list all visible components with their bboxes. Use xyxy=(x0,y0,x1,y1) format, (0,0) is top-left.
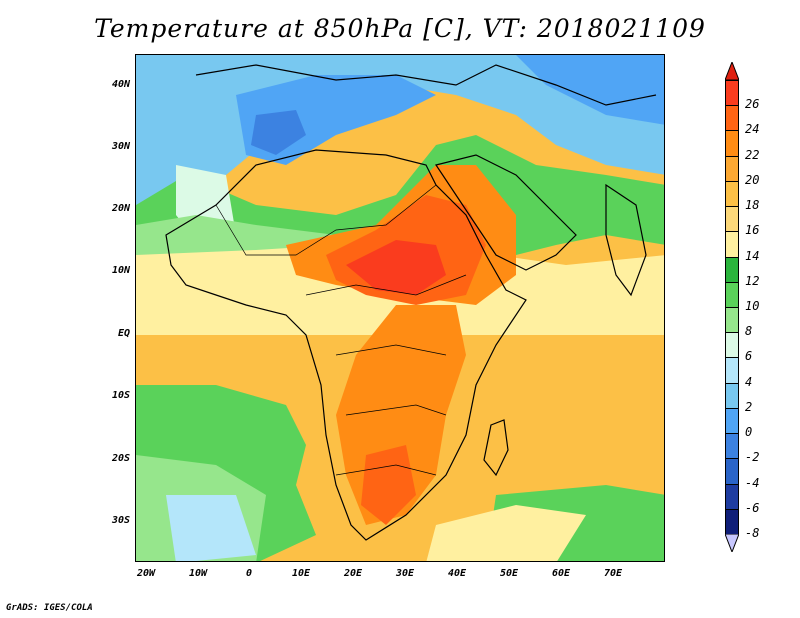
colorbar-label: 16 xyxy=(745,223,759,237)
colorbar-under-triangle xyxy=(725,534,739,552)
colorbar-label: 14 xyxy=(745,249,759,263)
colorbar-segment xyxy=(725,156,739,182)
colorbar-segment xyxy=(725,257,739,283)
colorbar-over-triangle xyxy=(725,62,739,80)
lon-label-50e: 50E xyxy=(489,568,529,579)
lat-label-30n: 30N xyxy=(96,141,130,152)
colorbar-label: -6 xyxy=(745,501,759,515)
lon-label-20w: 20W xyxy=(126,568,166,579)
colorbar-segment xyxy=(725,181,739,207)
colorbar-label: -4 xyxy=(745,476,759,490)
colorbar-segment xyxy=(725,206,739,232)
colorbar-segment xyxy=(725,509,739,535)
colorbar-label: 4 xyxy=(745,375,752,389)
colorbar-segment xyxy=(725,282,739,308)
colorbar-segment xyxy=(725,383,739,409)
colorbar-segment xyxy=(725,231,739,257)
map-field xyxy=(136,55,665,562)
lat-label-20n: 20N xyxy=(96,203,130,214)
colorbar-label: -2 xyxy=(745,450,759,464)
lon-label-30e: 30E xyxy=(385,568,425,579)
colorbar-segment xyxy=(725,105,739,131)
lon-label-20e: 20E xyxy=(333,568,373,579)
colorbar-label: 18 xyxy=(745,198,759,212)
lat-label-30s: 30S xyxy=(96,515,130,526)
colorbar-label: 2 xyxy=(745,400,752,414)
colorbar-label: 10 xyxy=(745,299,759,313)
grads-credit: GrADS: IGES/COLA xyxy=(6,603,93,613)
lon-label-40e: 40E xyxy=(437,568,477,579)
colorbar xyxy=(725,62,739,552)
colorbar-segment xyxy=(725,408,739,434)
colorbar-label: 24 xyxy=(745,122,759,136)
colorbar-label: 0 xyxy=(745,425,752,439)
colorbar-segment xyxy=(725,80,739,106)
lon-label-10w: 10W xyxy=(178,568,218,579)
colorbar-label: 22 xyxy=(745,148,759,162)
lat-label-40n: 40N xyxy=(96,79,130,90)
lat-label-10s: 10S xyxy=(96,390,130,401)
colorbar-segment xyxy=(725,458,739,484)
colorbar-segment xyxy=(725,433,739,459)
colorbar-label: 20 xyxy=(745,173,759,187)
lat-label-eq: EQ xyxy=(96,328,130,339)
lat-label-20s: 20S xyxy=(96,453,130,464)
temperature-map xyxy=(135,54,665,562)
colorbar-segment xyxy=(725,130,739,156)
lon-label-0: 0 xyxy=(229,568,269,579)
colorbar-segment xyxy=(725,357,739,383)
lat-label-10n: 10N xyxy=(96,265,130,276)
colorbar-label: 6 xyxy=(745,349,752,363)
colorbar-label: 8 xyxy=(745,324,752,338)
chart-title: Temperature at 850hPa [C], VT: 201802110… xyxy=(0,14,800,43)
lon-label-70e: 70E xyxy=(593,568,633,579)
lon-label-60e: 60E xyxy=(541,568,581,579)
colorbar-label: -8 xyxy=(745,526,759,540)
lon-label-10e: 10E xyxy=(281,568,321,579)
colorbar-segment xyxy=(725,484,739,510)
colorbar-label: 12 xyxy=(745,274,759,288)
colorbar-segment xyxy=(725,307,739,333)
colorbar-segment xyxy=(725,332,739,358)
colorbar-label: 26 xyxy=(745,97,759,111)
